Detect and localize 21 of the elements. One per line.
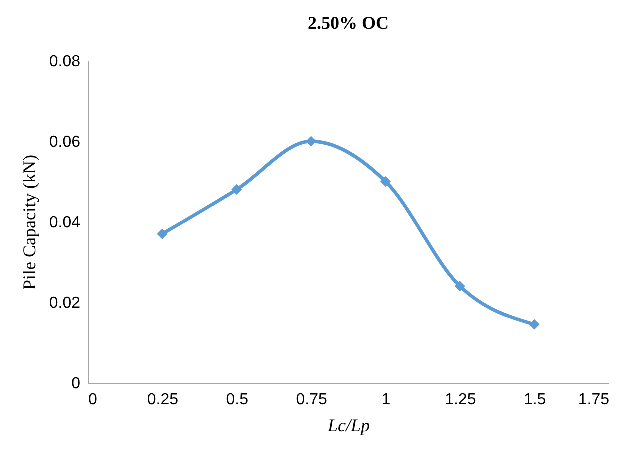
point [232, 184, 242, 196]
x-tick-label: 1.25 [445, 392, 476, 408]
point [454, 281, 466, 292]
y-axis-title: Pile Capacity (kN) [19, 155, 40, 290]
x-tick-label: 1.5 [524, 392, 546, 408]
y-tick-label: 0.02 [49, 295, 81, 312]
point [380, 176, 391, 187]
point [529, 319, 540, 330]
x-tick-label: 0.75 [296, 392, 328, 408]
y-tick-label: 0.08 [49, 54, 81, 70]
x-tick-label: 0.25 [147, 392, 179, 408]
point [157, 228, 168, 240]
x-tick-label: 1.75 [578, 392, 610, 408]
y-tick-label: 0.06 [49, 134, 81, 151]
x-axis-title: Lc/Lp [326, 416, 370, 436]
y-tick-label: 0.04 [49, 214, 81, 232]
x-tick-label: 0.5 [226, 392, 249, 408]
x-tick-label: 1 [382, 392, 391, 408]
y-tick-label: 0 [72, 376, 81, 392]
x-tick-label: 0 [88, 392, 98, 408]
chart-title: 2.50% OC [308, 13, 389, 33]
